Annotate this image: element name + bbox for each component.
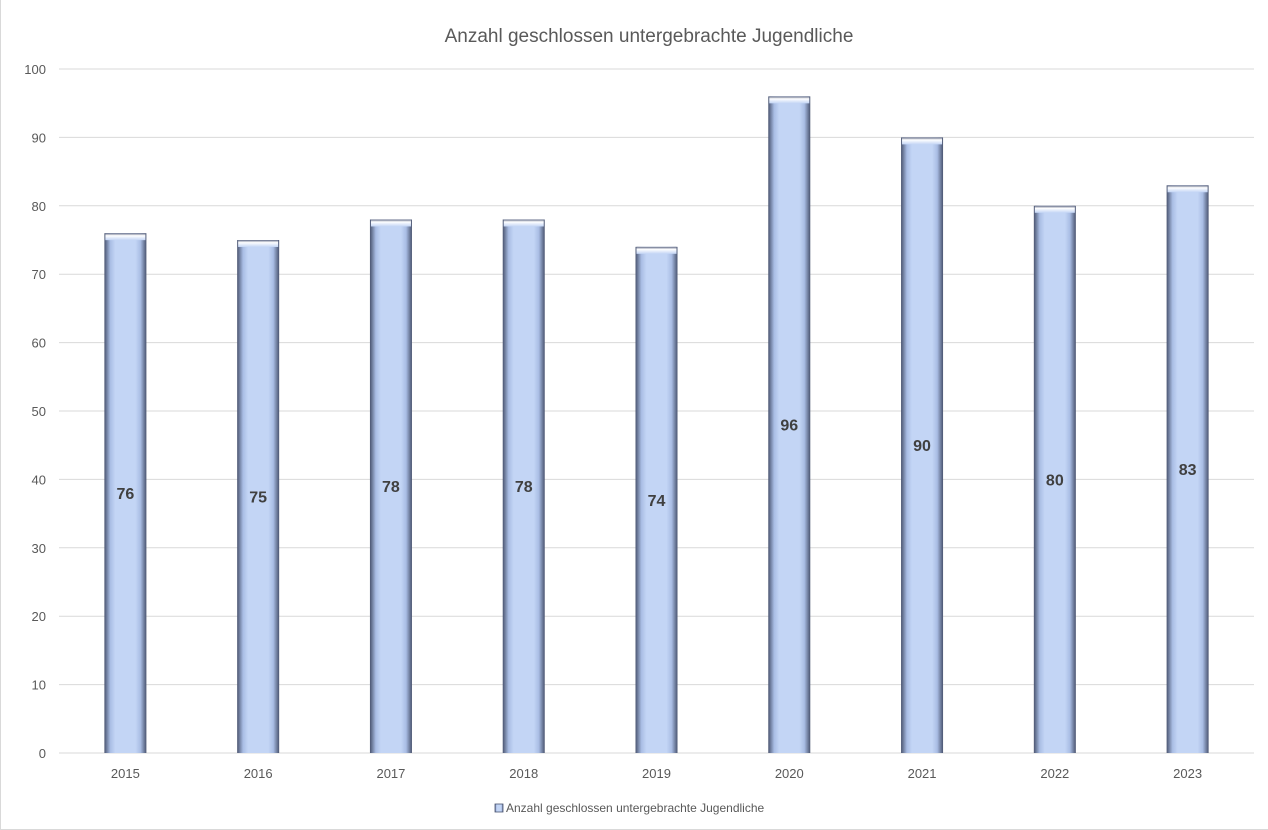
y-tick-label: 50 — [32, 404, 46, 419]
bar-top-bevel — [370, 219, 411, 227]
y-tick-label: 40 — [32, 472, 46, 487]
x-tick-label: 2021 — [908, 766, 937, 781]
x-tick-label: 2019 — [642, 766, 671, 781]
bar — [369, 219, 412, 754]
x-tick-label: 2016 — [244, 766, 273, 781]
bar-top-bevel — [105, 233, 146, 241]
data-label: 76 — [116, 486, 134, 503]
y-axis: 0 10 20 30 40 50 60 70 80 90 100 — [24, 62, 46, 761]
y-tick-label: 10 — [32, 678, 46, 693]
x-tick-label: 2023 — [1173, 766, 1202, 781]
bar — [768, 96, 811, 754]
legend: Anzahl geschlossen untergebrachte Jugend… — [494, 801, 765, 815]
bar-top-bevel — [902, 137, 943, 145]
x-tick-label: 2017 — [376, 766, 405, 781]
data-label: 78 — [515, 479, 533, 496]
legend-swatch — [494, 803, 504, 813]
bar — [237, 240, 280, 753]
y-tick-label: 80 — [32, 199, 46, 214]
bars: 76 75 78 78 74 96 90 80 83 — [104, 96, 1209, 754]
legend-label: Anzahl geschlossen untergebrachte Jugend… — [506, 801, 765, 815]
x-tick-label: 2022 — [1040, 766, 1069, 781]
bar-top-bevel — [238, 240, 279, 247]
bar-top-bevel — [503, 219, 544, 227]
chart-title: Anzahl geschlossen untergebrachte Jugend… — [445, 26, 854, 47]
bar-top-bevel — [636, 246, 677, 254]
data-label: 96 — [780, 418, 798, 435]
y-tick-label: 90 — [32, 130, 46, 145]
data-label: 74 — [648, 493, 666, 510]
bar-top-bevel — [1167, 185, 1208, 193]
y-tick-label: 20 — [32, 609, 46, 624]
bar — [502, 219, 545, 754]
data-label: 90 — [913, 438, 931, 455]
bar — [1166, 185, 1209, 753]
y-tick-label: 70 — [32, 267, 46, 282]
y-tick-label: 60 — [32, 336, 46, 351]
bar — [1033, 205, 1076, 754]
x-tick-label: 2015 — [111, 766, 140, 781]
x-tick-label: 2018 — [509, 766, 538, 781]
data-label: 75 — [249, 490, 267, 507]
y-tick-label: 0 — [39, 746, 46, 761]
x-axis: 2015 2016 2017 2018 2019 2020 2021 2022 2023 — [111, 766, 1202, 781]
bar — [901, 137, 944, 753]
x-tick-label: 2020 — [775, 766, 804, 781]
bar — [104, 233, 147, 753]
y-tick-label: 100 — [24, 62, 46, 77]
bar-top-bevel — [769, 96, 810, 104]
y-tick-label: 30 — [32, 541, 46, 556]
data-label: 78 — [382, 479, 400, 496]
data-label: 83 — [1179, 462, 1197, 479]
bar — [635, 246, 678, 753]
data-label: 80 — [1046, 472, 1064, 489]
bar-top-bevel — [1034, 205, 1075, 213]
